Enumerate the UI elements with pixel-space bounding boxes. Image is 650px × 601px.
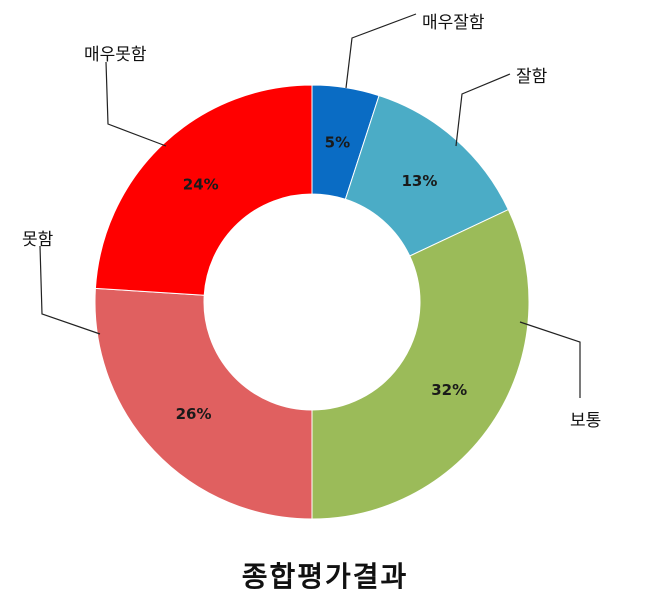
chart-title: 종합평가결과: [241, 560, 409, 593]
donut-slice-매우못함: [94, 84, 313, 296]
category-label: 매우못함: [84, 45, 147, 65]
leader-line: [345, 13, 417, 89]
slice-value-label: 24%: [183, 176, 219, 194]
category-label: 매우잘함: [422, 13, 485, 33]
leader-line: [455, 73, 511, 147]
slice-value-label: 13%: [402, 172, 438, 190]
slice-value-label: 32%: [431, 381, 467, 399]
leader-line: [105, 61, 167, 147]
leader-line: [39, 245, 101, 335]
category-label: 잘함: [516, 67, 548, 87]
category-label: 보통: [570, 411, 601, 431]
slice-value-label: 5%: [325, 134, 350, 152]
donut-slice-보통: [311, 208, 530, 520]
leader-line: [519, 321, 581, 398]
donut-slice-못함: [94, 287, 313, 520]
slice-value-label: 26%: [176, 405, 212, 423]
category-label: 못함: [22, 230, 54, 250]
